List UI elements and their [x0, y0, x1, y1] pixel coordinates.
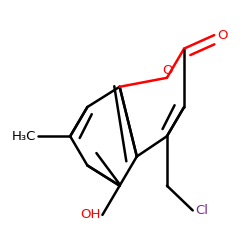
- Text: O: O: [163, 64, 173, 77]
- Text: H₃C: H₃C: [12, 130, 36, 143]
- Text: Cl: Cl: [195, 204, 208, 217]
- Text: OH: OH: [80, 208, 100, 222]
- Text: O: O: [217, 28, 227, 42]
